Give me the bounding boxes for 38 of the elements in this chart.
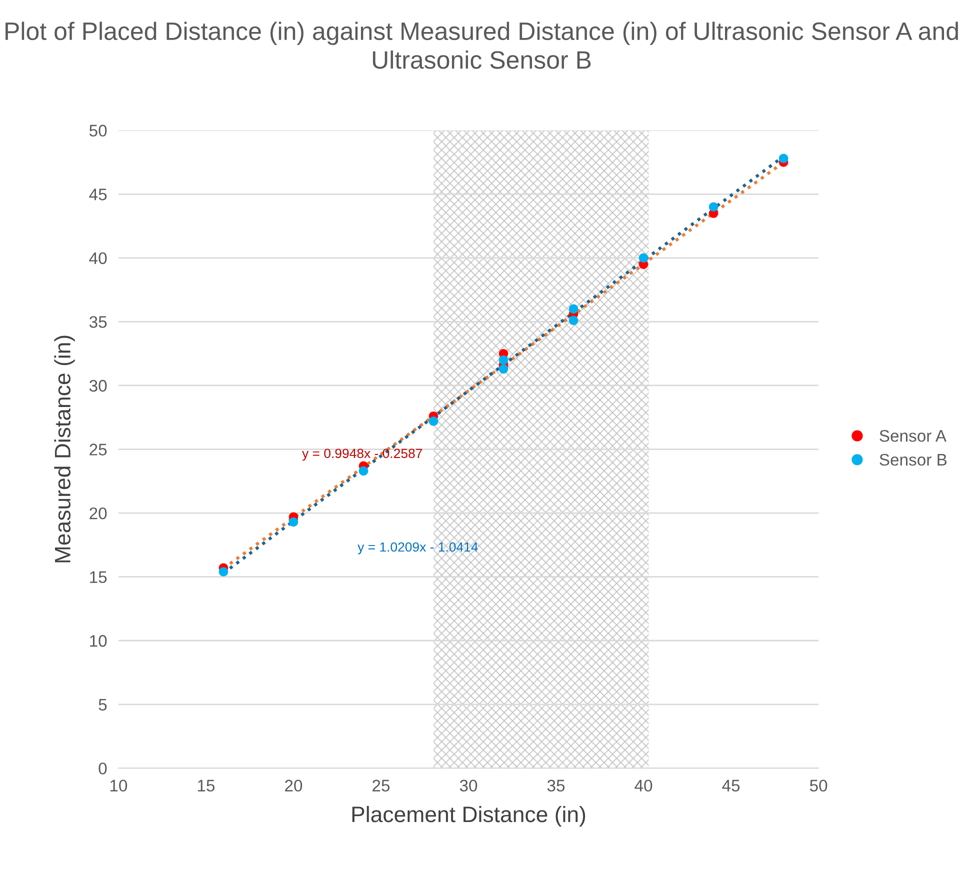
y-tick-label: 10 bbox=[90, 635, 107, 647]
x-tick-label: 10 bbox=[110, 780, 128, 792]
y-tick-label: 40 bbox=[89, 252, 107, 264]
point bbox=[218, 567, 228, 576]
y-tick-label: 50 bbox=[89, 124, 107, 137]
x-tick-label: 20 bbox=[285, 780, 302, 792]
y-tick-label: 0 bbox=[98, 762, 107, 774]
y-tick-label: 20 bbox=[90, 507, 107, 520]
x-tick-label: 15 bbox=[198, 780, 215, 792]
annotation: y = 1.0209x - 1.0414 bbox=[358, 542, 478, 554]
x-tick-label: 50 bbox=[810, 780, 828, 792]
point bbox=[498, 364, 508, 374]
y-tick-label: 5 bbox=[98, 698, 107, 711]
y-tick-label: 35 bbox=[89, 316, 107, 328]
x-tick-label: 25 bbox=[372, 780, 390, 792]
y-tick-label: 30 bbox=[89, 380, 107, 392]
point bbox=[358, 466, 368, 476]
y-tick-label: 45 bbox=[89, 188, 107, 200]
point bbox=[568, 316, 578, 326]
x-tick-label: 40 bbox=[634, 780, 652, 792]
point bbox=[568, 304, 578, 314]
x-tick-label: 35 bbox=[547, 780, 565, 792]
point bbox=[708, 202, 718, 212]
point bbox=[778, 154, 788, 164]
y-axis-title: Measured Distance (in) bbox=[54, 336, 75, 562]
point bbox=[638, 253, 648, 263]
annotation: y = 0.9948x - 0.2587 bbox=[302, 448, 422, 461]
legend-label: Sensor B bbox=[880, 454, 947, 466]
x-tick-label: 45 bbox=[722, 780, 740, 792]
point bbox=[428, 416, 438, 426]
y-tick-label: 25 bbox=[90, 444, 107, 456]
point bbox=[288, 517, 298, 527]
point bbox=[498, 355, 508, 365]
legend-label: Sensor A bbox=[880, 430, 946, 442]
x-tick-label: 30 bbox=[460, 780, 478, 792]
y-tick-label: 15 bbox=[90, 571, 107, 584]
x-axis-title: Placement Distance (in) bbox=[352, 806, 586, 827]
chart-title: Plot of Placed Distance (in) against Measured Distance (in) of Ultrasonic Sensor A and Ultrasonic Sensor B bbox=[6, 22, 958, 69]
